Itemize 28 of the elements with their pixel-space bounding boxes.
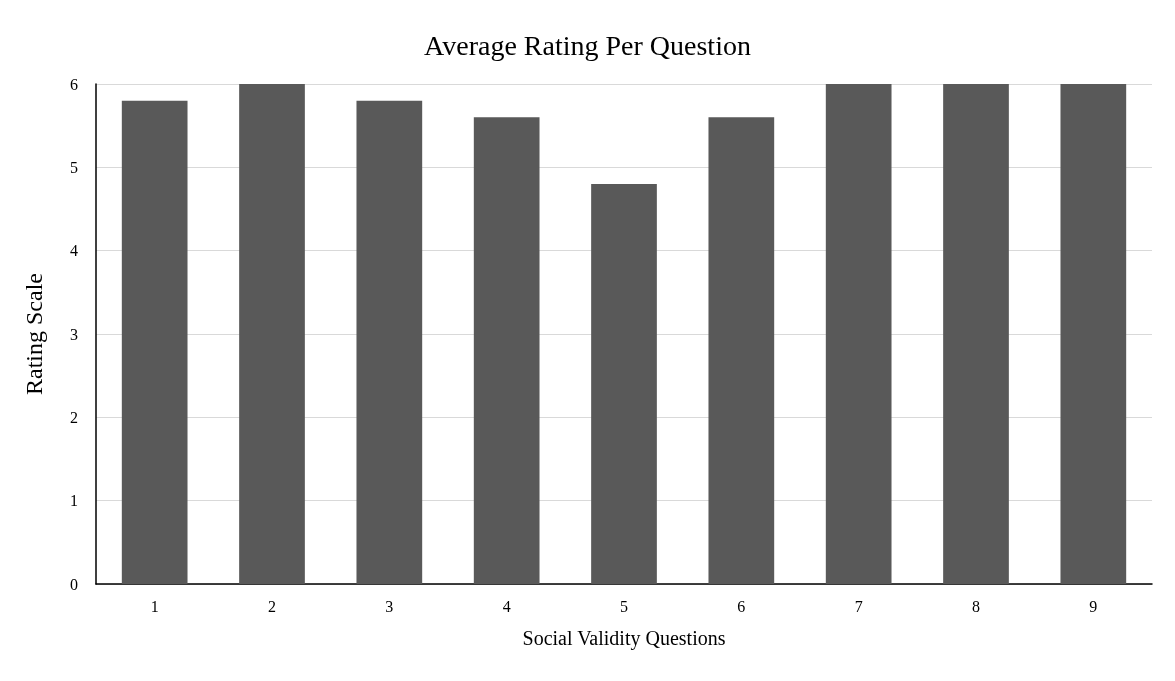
- x-tick-label: 9: [1089, 597, 1098, 615]
- y-tick-label: 2: [70, 408, 78, 426]
- y-tick-label: 1: [70, 492, 78, 510]
- x-tick-label: 3: [385, 597, 394, 615]
- y-axis-title: Rating Scale: [21, 273, 47, 395]
- bar: [591, 184, 657, 584]
- bar: [239, 84, 305, 584]
- chart-title: Average Rating Per Question: [424, 29, 751, 61]
- bar: [943, 84, 1009, 584]
- x-tick-label: 2: [268, 597, 276, 615]
- x-axis-title: Social Validity Questions: [522, 627, 726, 650]
- bar: [356, 100, 423, 584]
- x-tick-label: 4: [502, 597, 511, 615]
- y-tick-label: 0: [70, 575, 78, 593]
- x-tick-label: 6: [737, 597, 746, 615]
- y-tick-label: 3: [70, 325, 78, 343]
- y-tick-label: 5: [70, 158, 78, 176]
- bar: [708, 117, 775, 584]
- bar: [121, 100, 188, 584]
- x-tick-label: 1: [150, 597, 159, 615]
- bar: [825, 84, 892, 584]
- y-tick-label: 6: [70, 75, 78, 93]
- x-tick-label: 7: [854, 597, 863, 615]
- y-tick-label: 4: [70, 242, 78, 260]
- bar: [1060, 84, 1127, 584]
- x-tick-label: 5: [620, 597, 628, 615]
- x-tick-label: 8: [972, 597, 980, 615]
- bar: [473, 117, 540, 584]
